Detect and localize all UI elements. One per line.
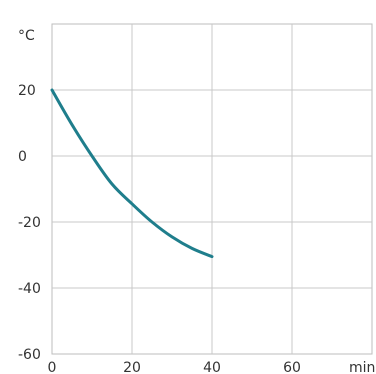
x-tick-label: 60 bbox=[283, 360, 301, 374]
grid bbox=[51, 23, 373, 355]
x-tick-label: 40 bbox=[203, 360, 221, 374]
y-tick-label: 20 bbox=[18, 83, 36, 99]
x-tick-labels: 0 20 40 60 bbox=[48, 360, 301, 374]
x-tick-label: 0 bbox=[48, 360, 57, 374]
series-line bbox=[50, 88, 214, 259]
y-tick-label: 0 bbox=[18, 149, 27, 165]
y-tick-label: -20 bbox=[18, 215, 41, 231]
x-axis-label: min bbox=[349, 360, 375, 374]
series-layer bbox=[50, 88, 214, 259]
x-tick-label: 20 bbox=[123, 360, 141, 374]
y-tick-label: -40 bbox=[18, 281, 41, 297]
y-tick-labels: -60 -40 -20 0 20 bbox=[18, 83, 41, 363]
y-tick-label: -60 bbox=[18, 347, 41, 363]
y-axis-label: °C bbox=[18, 28, 35, 44]
